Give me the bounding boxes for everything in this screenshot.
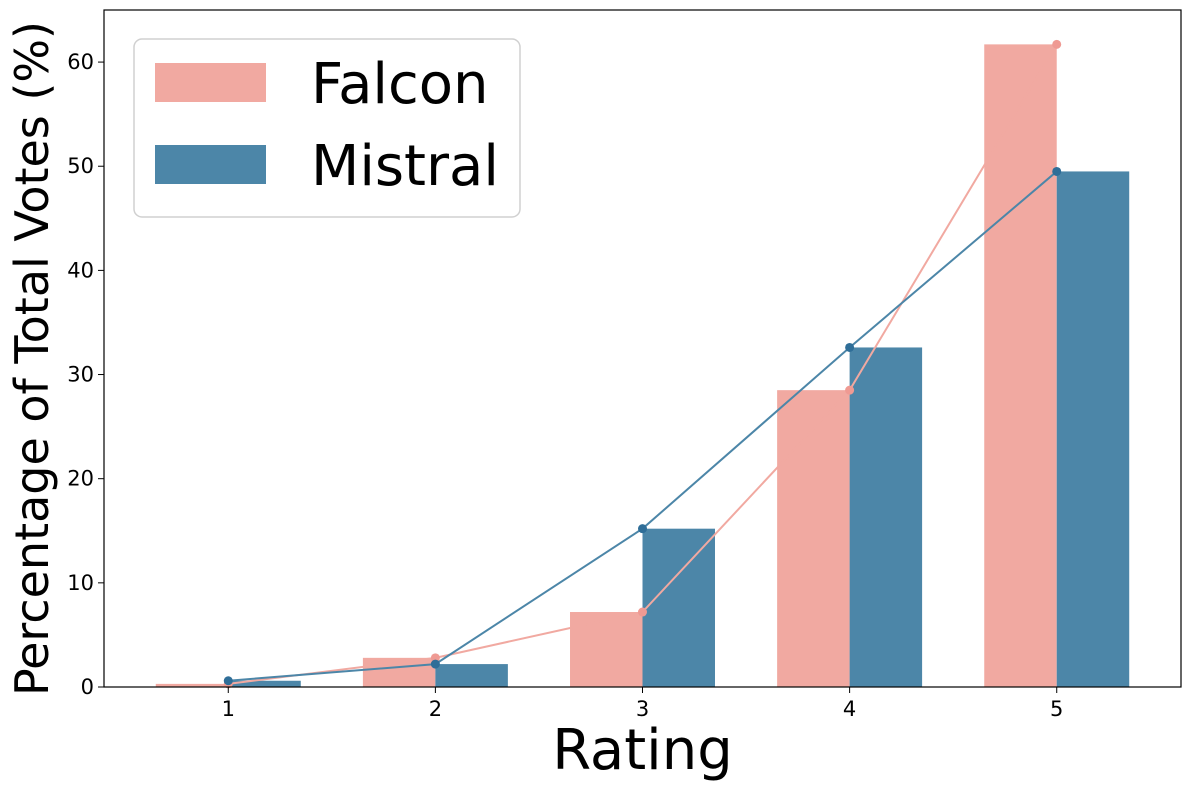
x-tick-label: 1 xyxy=(222,697,235,721)
x-tick-label: 2 xyxy=(429,697,442,721)
bar-mistral-4 xyxy=(849,347,923,687)
legend: Falcon Mistral xyxy=(133,38,521,218)
point-falcon-4 xyxy=(845,385,855,395)
point-mistral-2 xyxy=(430,659,440,669)
bar-falcon-4 xyxy=(777,390,850,687)
point-mistral-3 xyxy=(638,524,647,534)
y-tick-label: 0 xyxy=(81,675,94,699)
x-tick-label: 3 xyxy=(636,697,649,721)
legend-swatch-mistral xyxy=(155,145,266,184)
legend-swatch-falcon xyxy=(155,63,266,102)
point-mistral-4 xyxy=(845,342,855,352)
x-tick-label: 5 xyxy=(1050,697,1063,721)
y-axis-label: Percentage of Total Votes (%) xyxy=(5,21,59,696)
x-tick-label: 4 xyxy=(843,697,856,721)
y-tick-label: 30 xyxy=(67,363,94,387)
point-mistral-5 xyxy=(1052,166,1062,176)
bar-mistral-3 xyxy=(642,528,715,687)
bar-mistral-1 xyxy=(228,680,301,687)
point-falcon-5 xyxy=(1052,39,1062,49)
bar-falcon-3 xyxy=(570,612,643,687)
y-tick-label: 10 xyxy=(67,571,94,595)
plot-area xyxy=(155,39,1130,689)
bar-mistral-2 xyxy=(435,664,508,687)
y-tick-label: 20 xyxy=(67,467,94,491)
legend-label-falcon: Falcon xyxy=(311,52,489,117)
legend-label-mistral: Mistral xyxy=(311,134,499,199)
y-tick-label: 60 xyxy=(67,50,94,74)
y-tick-label: 50 xyxy=(67,154,94,178)
y-tick-label: 40 xyxy=(67,258,94,282)
point-falcon-3 xyxy=(638,607,647,617)
point-falcon-2 xyxy=(430,653,440,663)
bar-falcon-1 xyxy=(155,683,229,687)
x-axis-label: Rating xyxy=(552,718,733,783)
bar-mistral-5 xyxy=(1056,171,1130,687)
bar-falcon-5 xyxy=(984,44,1057,687)
point-mistral-1 xyxy=(223,676,233,686)
